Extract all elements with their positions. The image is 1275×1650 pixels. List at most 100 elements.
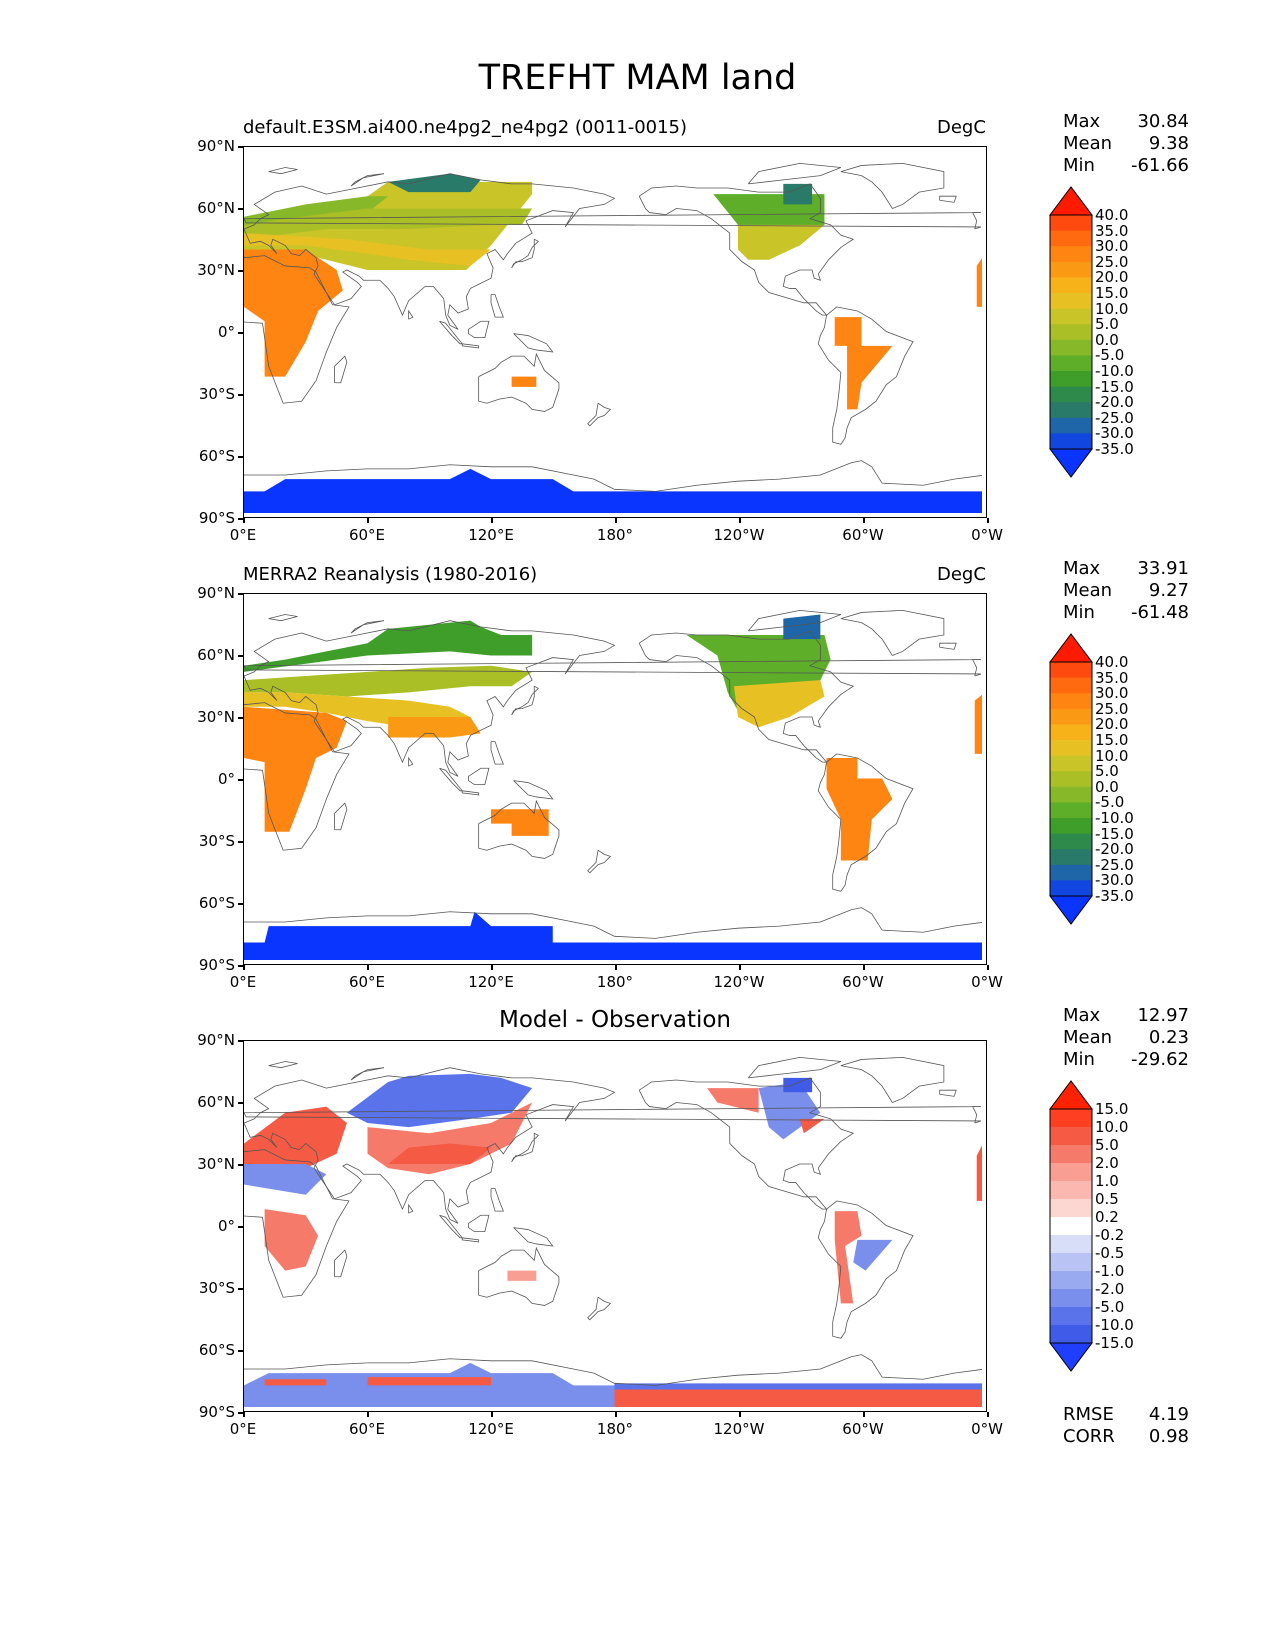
- x-tick-label: 120°W: [713, 526, 765, 544]
- coastline: [840, 162, 945, 209]
- coastline: [840, 1056, 945, 1103]
- coastline: [244, 173, 616, 330]
- colorbar-tick-label: -1.0: [1095, 1262, 1125, 1280]
- coastline: [490, 1188, 504, 1212]
- map-panel: [243, 146, 987, 518]
- land-field-region: [507, 1270, 537, 1281]
- land-field-region: [244, 620, 533, 672]
- land-field-region: [244, 911, 983, 961]
- land-field-region: [346, 1073, 533, 1128]
- coastline: [587, 402, 612, 427]
- colorbar-tick-label: 15.0: [1095, 731, 1129, 749]
- land-field-region: [244, 249, 343, 377]
- coastline: [244, 659, 982, 677]
- y-tick-label: 60°S: [198, 894, 235, 912]
- colorbar-tick-label: 25.0: [1095, 252, 1129, 271]
- y-tick-mark: [238, 394, 243, 396]
- land-field-region: [244, 1164, 327, 1195]
- colorbar-tick-label: -5.0: [1095, 1298, 1125, 1316]
- land-field-region: [834, 1211, 862, 1304]
- colorbar-segment: [1050, 1127, 1092, 1146]
- colorbar-segment: [1050, 802, 1092, 819]
- x-tick-label: 180°: [596, 973, 634, 991]
- y-tick-mark: [238, 779, 243, 781]
- colorbar-segment: [1050, 677, 1092, 694]
- coastline: [467, 767, 490, 786]
- colorbar-tick-label: -15.0: [1095, 1334, 1134, 1352]
- colorbar: [1049, 1080, 1093, 1372]
- colorbar-tick-label: -2.0: [1095, 1280, 1125, 1298]
- coastline: [747, 1056, 842, 1079]
- colorbar-tick-label: 30.0: [1095, 684, 1129, 703]
- land-field-region: [853, 1239, 893, 1271]
- x-tick-mark: [863, 518, 865, 523]
- y-tick-mark: [238, 1350, 243, 1352]
- colorbar-tick-label: -10.0: [1095, 1316, 1134, 1334]
- stat-value: -29.62: [1130, 1049, 1189, 1070]
- colorbar-tick-label: 10.0: [1095, 299, 1129, 318]
- land-field-region: [244, 706, 347, 832]
- stat-row: Min -61.66: [1063, 155, 1189, 177]
- coastline: [461, 790, 480, 796]
- stat-row: Max 12.97: [1063, 1005, 1189, 1027]
- colorbar-segment: [1050, 1271, 1092, 1290]
- coastline: [511, 238, 539, 269]
- coastline: [268, 167, 298, 175]
- coastline: [478, 799, 560, 859]
- y-tick-label: 0°: [217, 323, 235, 341]
- land-field-region: [491, 809, 549, 836]
- figure-title: TREFHT MAM land: [478, 58, 797, 98]
- land-field-region: [244, 233, 491, 266]
- x-tick-mark: [739, 518, 741, 523]
- y-tick-label: 60°S: [198, 447, 235, 465]
- stat-row: CORR 0.98: [1063, 1426, 1189, 1448]
- land-field-region: [264, 1379, 327, 1386]
- coastline: [334, 802, 348, 831]
- coastline: [461, 1237, 480, 1243]
- x-tick-mark: [491, 965, 493, 970]
- panel-label: MERRA2 Reanalysis (1980-2016): [243, 564, 538, 585]
- y-tick-mark: [238, 456, 243, 458]
- land-field-region: [976, 258, 983, 307]
- x-tick-label: 0°E: [229, 1420, 257, 1438]
- x-tick-mark: [367, 965, 369, 970]
- x-tick-label: 120°E: [468, 973, 514, 991]
- coastline: [939, 195, 957, 203]
- colorbar-tick-label: 5.0: [1095, 315, 1119, 334]
- y-tick-label: 60°N: [197, 199, 235, 217]
- colorbar-tick-label: -20.0: [1095, 840, 1134, 859]
- stat-name: CORR: [1063, 1426, 1115, 1447]
- colorbar-segment: [1050, 277, 1092, 294]
- coastline: [939, 1089, 957, 1097]
- colorbar-tick-label: -10.0: [1095, 809, 1134, 827]
- colorbar-segment: [1050, 293, 1092, 310]
- y-tick-label: 30°N: [197, 1155, 235, 1173]
- coastline: [244, 1106, 982, 1124]
- y-tick-mark: [238, 903, 243, 905]
- colorbar-segment: [1050, 1307, 1092, 1326]
- coastline: [408, 1203, 414, 1214]
- stat-value: 33.91: [1137, 558, 1189, 579]
- x-tick-label: 180°: [596, 526, 634, 544]
- stats-block: Max 30.84 Mean 9.38 Min -61.66: [1063, 111, 1189, 177]
- colorbar: [1049, 633, 1093, 925]
- colorbar-segment: [1050, 864, 1092, 881]
- x-tick-label: 60°W: [842, 973, 884, 991]
- colorbar-tick-label: -5.0: [1095, 793, 1125, 812]
- x-tick-label: 120°E: [468, 1420, 514, 1438]
- coastline: [478, 352, 560, 412]
- y-tick-label: 30°N: [197, 708, 235, 726]
- colorbar-tick-label: 10.0: [1095, 746, 1129, 765]
- x-tick-mark: [491, 518, 493, 523]
- coastline: [439, 1214, 464, 1239]
- y-tick-mark: [238, 146, 243, 148]
- colorbar-segment: [1050, 386, 1092, 403]
- y-tick-label: 30°S: [198, 1279, 235, 1297]
- map-plot: [244, 609, 983, 961]
- y-tick-label: 60°N: [197, 646, 235, 664]
- colorbar-segment: [1050, 1109, 1092, 1128]
- colorbar-segment: [1050, 371, 1092, 388]
- stat-value: 12.97: [1137, 1005, 1189, 1026]
- colorbar-tick-label: 10.0: [1095, 1118, 1129, 1136]
- stat-row: Mean 9.27: [1063, 580, 1189, 602]
